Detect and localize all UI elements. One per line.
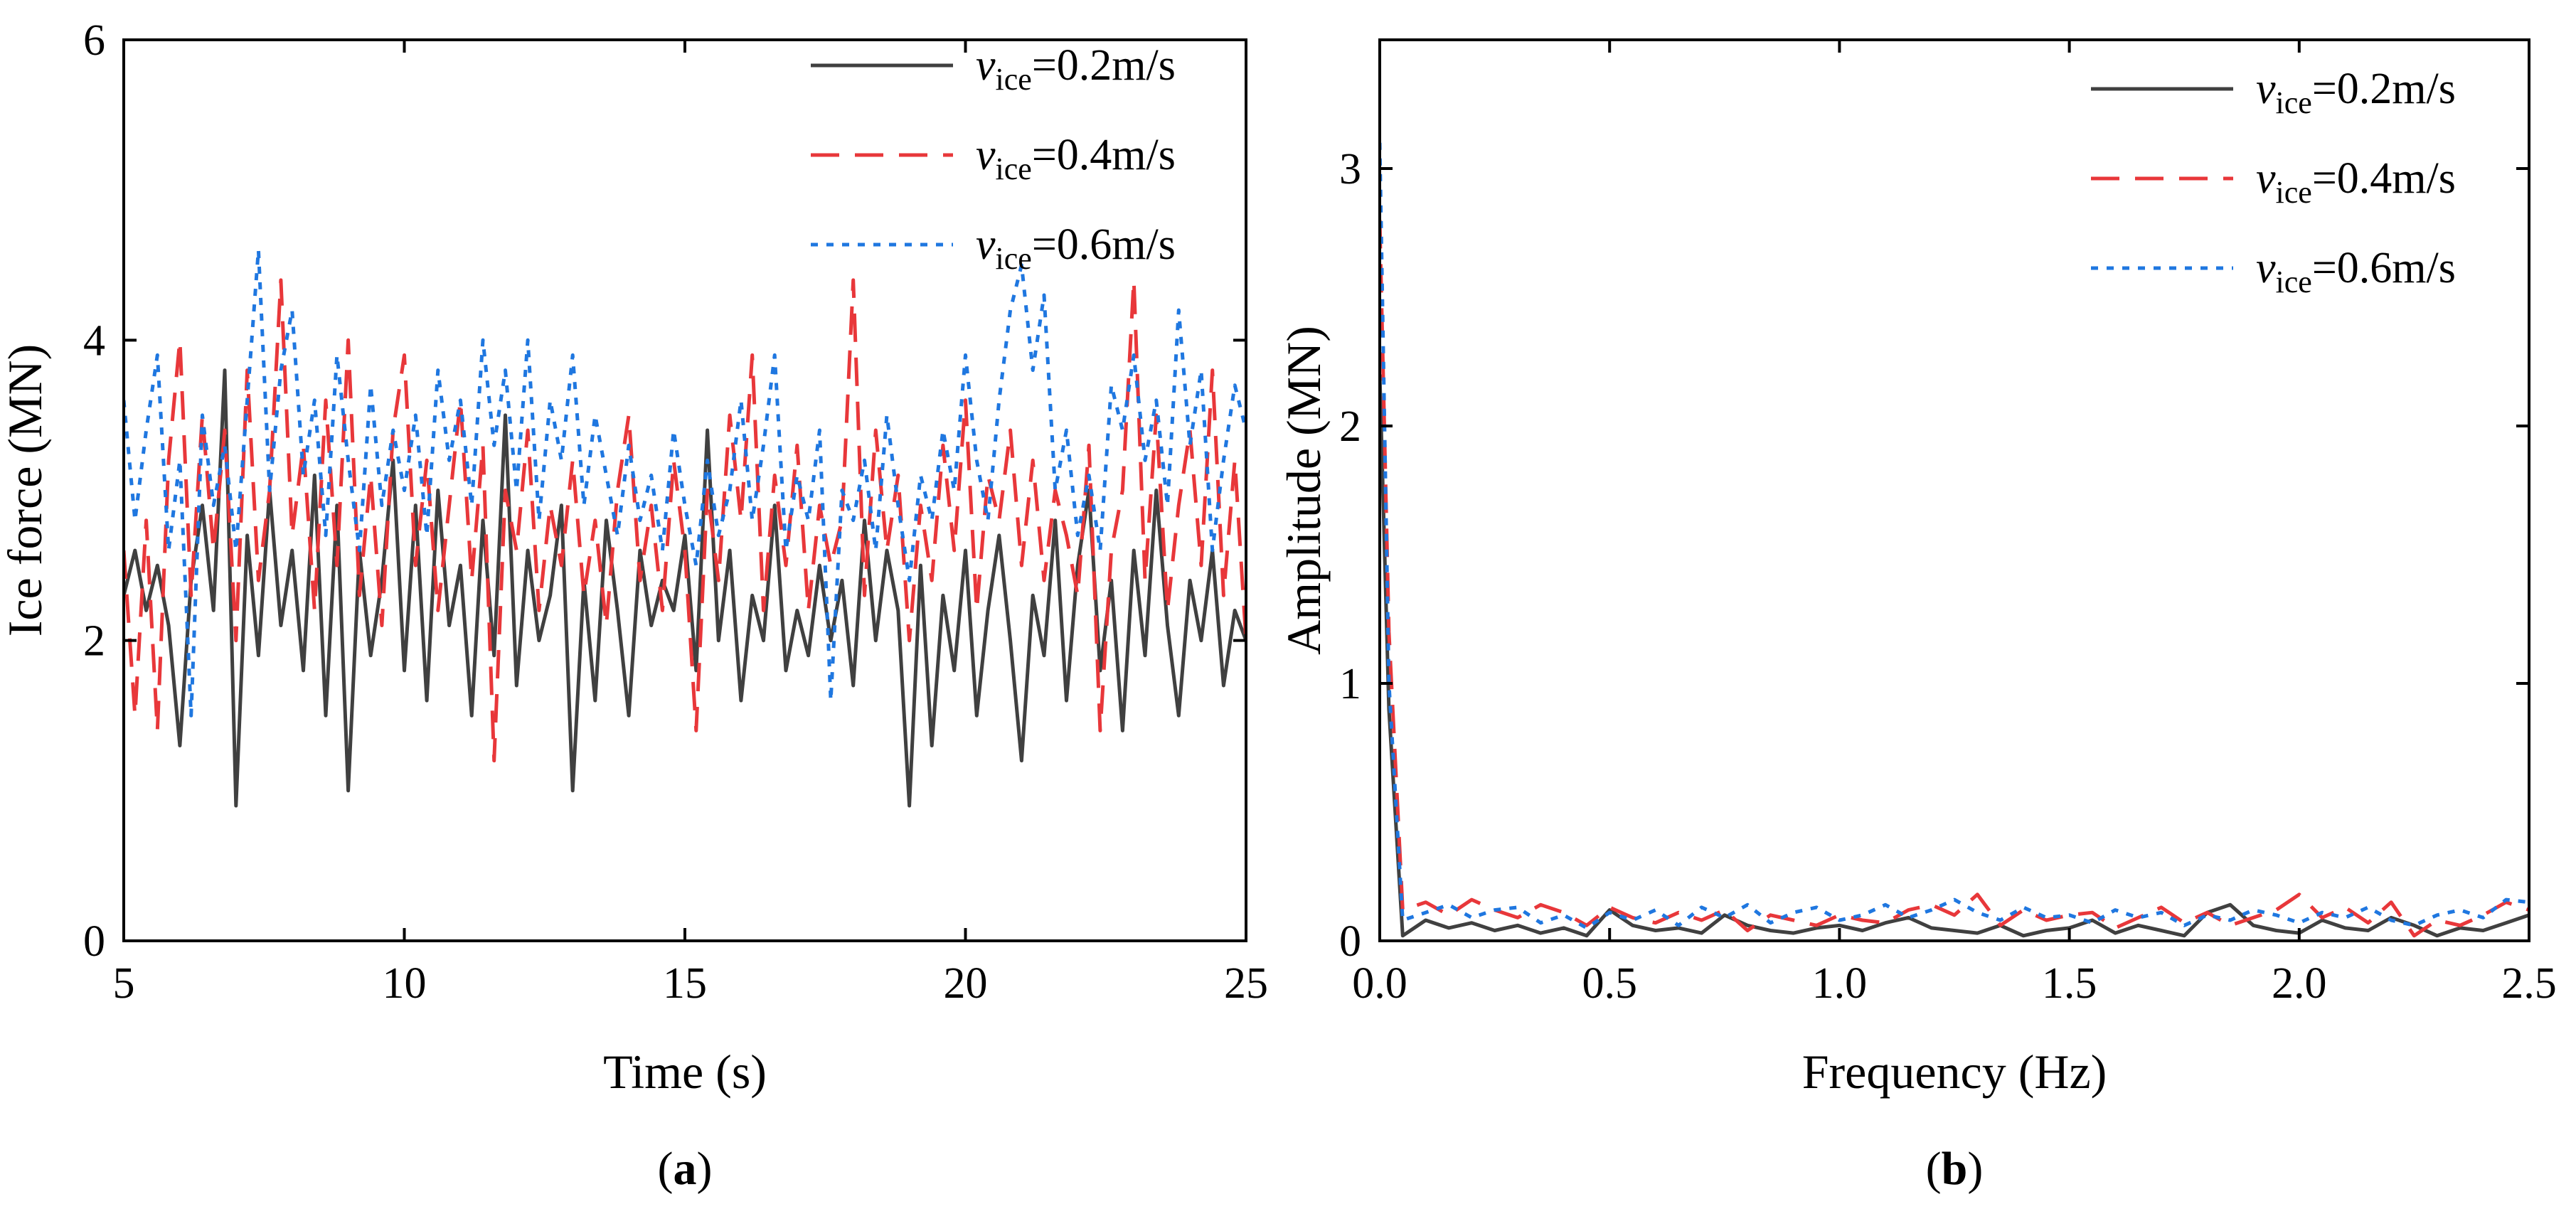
y-tick-label: 0: [1339, 917, 1361, 966]
x-tick-label: 5: [113, 959, 135, 1008]
x-tick-label: 10: [383, 959, 427, 1008]
series-line-2: [1380, 220, 2529, 938]
plot-frame: [1378, 38, 2530, 942]
legend-label-1: vice=0.2m/s: [2256, 65, 2456, 120]
y-tick-label: 4: [83, 316, 105, 365]
y-tick-label: 3: [1339, 145, 1361, 193]
legend-label-2: vice=0.4m/s: [2256, 154, 2456, 210]
x-tick-label: 1.5: [2042, 959, 2097, 1008]
y-axis-label: Amplitude (MN): [1277, 326, 1331, 655]
chart-panel-a: 5 10 15 20 25 0 2 4 6 Time (s) Ice force (MN) vice=…: [0, 16, 1268, 1195]
x-tick-label: 25: [1224, 959, 1268, 1008]
legend-label-1: vice=0.2m/s: [976, 41, 1176, 97]
y-tick-label: 1: [1339, 660, 1361, 708]
x-tick-label: 2.0: [2272, 959, 2327, 1008]
x-tick-label: 1.0: [1812, 959, 1868, 1008]
x-tick-label: 0.5: [1582, 959, 1637, 1008]
series-line-2: [124, 278, 1246, 763]
x-tick-label: 2.5: [2501, 959, 2557, 1008]
x-axis-label: Time (s): [603, 1045, 767, 1099]
series-line-1: [1380, 374, 2529, 938]
x-tick-label: 0.0: [1352, 959, 1407, 1008]
series-line-3: [1380, 142, 2529, 930]
x-axis-label: Frequency (Hz): [1802, 1045, 2107, 1099]
x-tick-label: 15: [663, 959, 707, 1008]
y-tick-label: 2: [1339, 403, 1361, 451]
y-tick-label: 2: [83, 617, 105, 666]
y-axis-label: Ice force (MN): [0, 344, 52, 637]
y-tick-label: 0: [83, 917, 105, 966]
panel-label: (a): [658, 1143, 713, 1195]
y-tick-label: 6: [83, 16, 105, 65]
chart-panel-b: 0.0 0.5 1.0 1.5 2.0 2.5 0 1 2 3 Frequency (Hz) Ampl…: [1277, 38, 2557, 1195]
x-tick-label: 20: [944, 959, 988, 1008]
legend-label-3: vice=0.6m/s: [2256, 244, 2456, 299]
series-line-3: [124, 248, 1246, 718]
panel-label: (b): [1926, 1143, 1984, 1195]
legend-label-3: vice=0.6m/s: [976, 220, 1176, 276]
legend-label-2: vice=0.4m/s: [976, 131, 1176, 186]
